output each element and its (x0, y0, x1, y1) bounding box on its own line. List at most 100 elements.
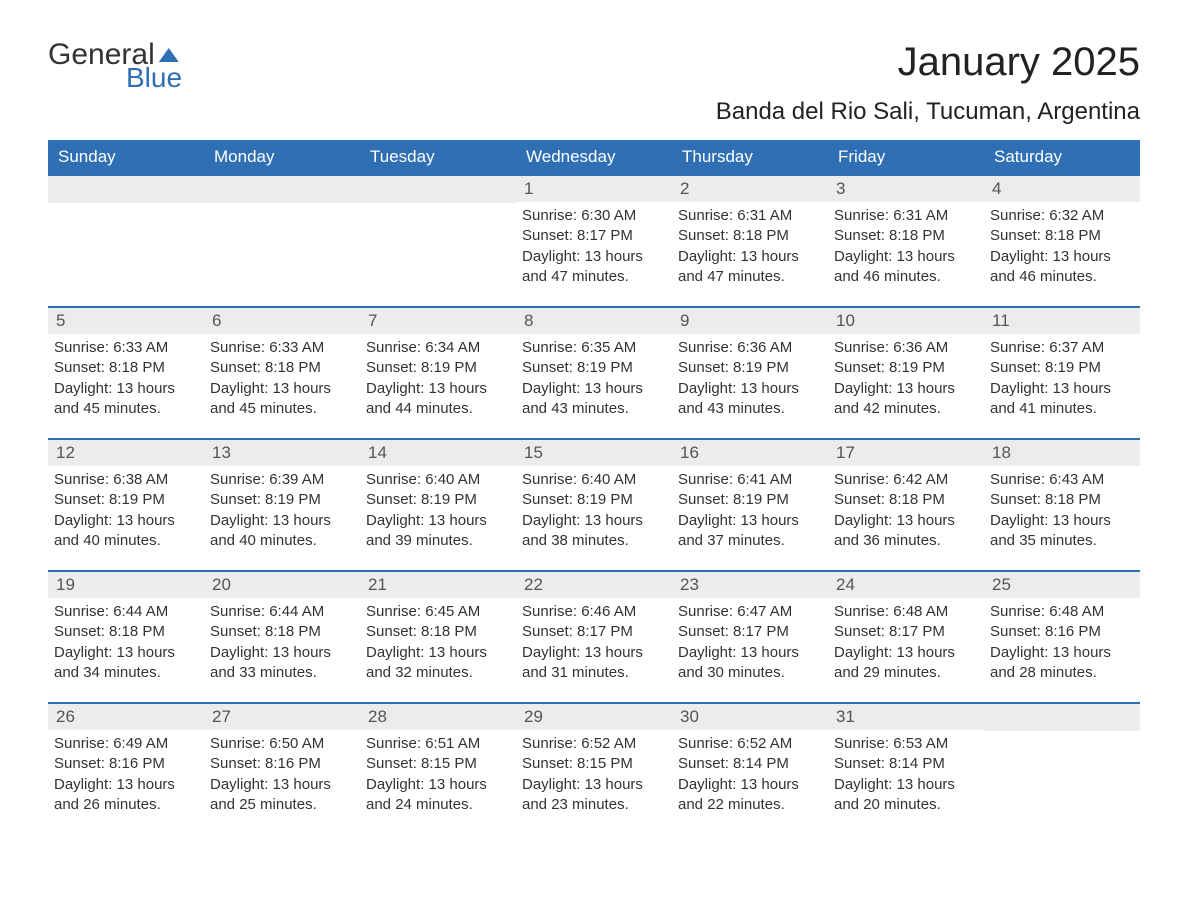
sunrise-text: Sunrise: 6:40 AM (366, 470, 510, 490)
sunrise-text: Sunrise: 6:38 AM (54, 470, 198, 490)
sunset-text: Sunset: 8:18 PM (54, 622, 198, 642)
day-cell: 29Sunrise: 6:52 AMSunset: 8:15 PMDayligh… (516, 704, 672, 834)
sunset-text: Sunset: 8:16 PM (54, 754, 198, 774)
day-cell: 27Sunrise: 6:50 AMSunset: 8:16 PMDayligh… (204, 704, 360, 834)
day-number: 31 (828, 704, 984, 730)
day-cell: 13Sunrise: 6:39 AMSunset: 8:19 PMDayligh… (204, 440, 360, 570)
day-cell: 2Sunrise: 6:31 AMSunset: 8:18 PMDaylight… (672, 176, 828, 306)
day-number: 26 (48, 704, 204, 730)
sunset-text: Sunset: 8:14 PM (678, 754, 822, 774)
day-number: 4 (984, 176, 1140, 202)
day-cell (984, 704, 1140, 834)
day-header: Friday (828, 140, 984, 174)
day-cell: 10Sunrise: 6:36 AMSunset: 8:19 PMDayligh… (828, 308, 984, 438)
day-cell: 25Sunrise: 6:48 AMSunset: 8:16 PMDayligh… (984, 572, 1140, 702)
day-number: 7 (360, 308, 516, 334)
day-number: 12 (48, 440, 204, 466)
sunset-text: Sunset: 8:19 PM (522, 358, 666, 378)
sunset-text: Sunset: 8:18 PM (366, 622, 510, 642)
day-number: 3 (828, 176, 984, 202)
day-number: 27 (204, 704, 360, 730)
day-cell: 9Sunrise: 6:36 AMSunset: 8:19 PMDaylight… (672, 308, 828, 438)
sunrise-text: Sunrise: 6:50 AM (210, 734, 354, 754)
day-cell: 5Sunrise: 6:33 AMSunset: 8:18 PMDaylight… (48, 308, 204, 438)
sunset-text: Sunset: 8:19 PM (678, 358, 822, 378)
day-body: Sunrise: 6:31 AMSunset: 8:18 PMDaylight:… (828, 202, 984, 287)
day-number: 5 (48, 308, 204, 334)
sunrise-text: Sunrise: 6:35 AM (522, 338, 666, 358)
day-body: Sunrise: 6:36 AMSunset: 8:19 PMDaylight:… (828, 334, 984, 419)
daylight-text: Daylight: 13 hours and 41 minutes. (990, 379, 1134, 420)
daylight-text: Daylight: 13 hours and 40 minutes. (210, 511, 354, 552)
day-body: Sunrise: 6:34 AMSunset: 8:19 PMDaylight:… (360, 334, 516, 419)
sunrise-text: Sunrise: 6:36 AM (678, 338, 822, 358)
day-number: 24 (828, 572, 984, 598)
day-body: Sunrise: 6:48 AMSunset: 8:16 PMDaylight:… (984, 598, 1140, 683)
day-body: Sunrise: 6:49 AMSunset: 8:16 PMDaylight:… (48, 730, 204, 815)
day-cell: 8Sunrise: 6:35 AMSunset: 8:19 PMDaylight… (516, 308, 672, 438)
daylight-text: Daylight: 13 hours and 31 minutes. (522, 643, 666, 684)
logo-word2: Blue (126, 64, 182, 92)
day-cell: 1Sunrise: 6:30 AMSunset: 8:17 PMDaylight… (516, 176, 672, 306)
sunset-text: Sunset: 8:18 PM (54, 358, 198, 378)
daylight-text: Daylight: 13 hours and 46 minutes. (990, 247, 1134, 288)
day-cell: 20Sunrise: 6:44 AMSunset: 8:18 PMDayligh… (204, 572, 360, 702)
day-cell: 15Sunrise: 6:40 AMSunset: 8:19 PMDayligh… (516, 440, 672, 570)
day-body: Sunrise: 6:43 AMSunset: 8:18 PMDaylight:… (984, 466, 1140, 551)
location-subtitle: Banda del Rio Sali, Tucuman, Argentina (48, 98, 1140, 126)
sunrise-text: Sunrise: 6:53 AM (834, 734, 978, 754)
day-body: Sunrise: 6:44 AMSunset: 8:18 PMDaylight:… (48, 598, 204, 683)
day-body: Sunrise: 6:48 AMSunset: 8:17 PMDaylight:… (828, 598, 984, 683)
day-number: 17 (828, 440, 984, 466)
week-row: 12Sunrise: 6:38 AMSunset: 8:19 PMDayligh… (48, 438, 1140, 570)
day-header: Wednesday (516, 140, 672, 174)
day-body: Sunrise: 6:39 AMSunset: 8:19 PMDaylight:… (204, 466, 360, 551)
sunrise-text: Sunrise: 6:41 AM (678, 470, 822, 490)
daylight-text: Daylight: 13 hours and 40 minutes. (54, 511, 198, 552)
day-number: 18 (984, 440, 1140, 466)
day-number: 8 (516, 308, 672, 334)
day-body: Sunrise: 6:51 AMSunset: 8:15 PMDaylight:… (360, 730, 516, 815)
day-cell: 18Sunrise: 6:43 AMSunset: 8:18 PMDayligh… (984, 440, 1140, 570)
daylight-text: Daylight: 13 hours and 38 minutes. (522, 511, 666, 552)
daylight-text: Daylight: 13 hours and 47 minutes. (678, 247, 822, 288)
sunset-text: Sunset: 8:16 PM (210, 754, 354, 774)
day-number-bar-empty (360, 176, 516, 203)
day-body: Sunrise: 6:40 AMSunset: 8:19 PMDaylight:… (516, 466, 672, 551)
daylight-text: Daylight: 13 hours and 33 minutes. (210, 643, 354, 684)
sunrise-text: Sunrise: 6:33 AM (210, 338, 354, 358)
day-cell (48, 176, 204, 306)
day-number: 1 (516, 176, 672, 202)
day-number: 30 (672, 704, 828, 730)
sunset-text: Sunset: 8:17 PM (678, 622, 822, 642)
sunrise-text: Sunrise: 6:47 AM (678, 602, 822, 622)
sunset-text: Sunset: 8:19 PM (366, 358, 510, 378)
daylight-text: Daylight: 13 hours and 26 minutes. (54, 775, 198, 816)
logo: General Blue (48, 40, 182, 92)
day-number: 19 (48, 572, 204, 598)
day-header: Tuesday (360, 140, 516, 174)
sunrise-text: Sunrise: 6:42 AM (834, 470, 978, 490)
daylight-text: Daylight: 13 hours and 45 minutes. (210, 379, 354, 420)
day-number: 13 (204, 440, 360, 466)
sunset-text: Sunset: 8:19 PM (54, 490, 198, 510)
day-cell (204, 176, 360, 306)
sunrise-text: Sunrise: 6:44 AM (210, 602, 354, 622)
day-number-bar-empty (204, 176, 360, 203)
sunrise-text: Sunrise: 6:52 AM (522, 734, 666, 754)
sunset-text: Sunset: 8:16 PM (990, 622, 1134, 642)
day-body: Sunrise: 6:46 AMSunset: 8:17 PMDaylight:… (516, 598, 672, 683)
sunset-text: Sunset: 8:18 PM (990, 226, 1134, 246)
day-body: Sunrise: 6:36 AMSunset: 8:19 PMDaylight:… (672, 334, 828, 419)
day-cell: 7Sunrise: 6:34 AMSunset: 8:19 PMDaylight… (360, 308, 516, 438)
day-body: Sunrise: 6:40 AMSunset: 8:19 PMDaylight:… (360, 466, 516, 551)
sunset-text: Sunset: 8:17 PM (522, 622, 666, 642)
day-number: 29 (516, 704, 672, 730)
sunrise-text: Sunrise: 6:37 AM (990, 338, 1134, 358)
sunrise-text: Sunrise: 6:31 AM (678, 206, 822, 226)
day-header: Sunday (48, 140, 204, 174)
day-body: Sunrise: 6:38 AMSunset: 8:19 PMDaylight:… (48, 466, 204, 551)
sunset-text: Sunset: 8:18 PM (678, 226, 822, 246)
sunrise-text: Sunrise: 6:36 AM (834, 338, 978, 358)
day-body: Sunrise: 6:50 AMSunset: 8:16 PMDaylight:… (204, 730, 360, 815)
